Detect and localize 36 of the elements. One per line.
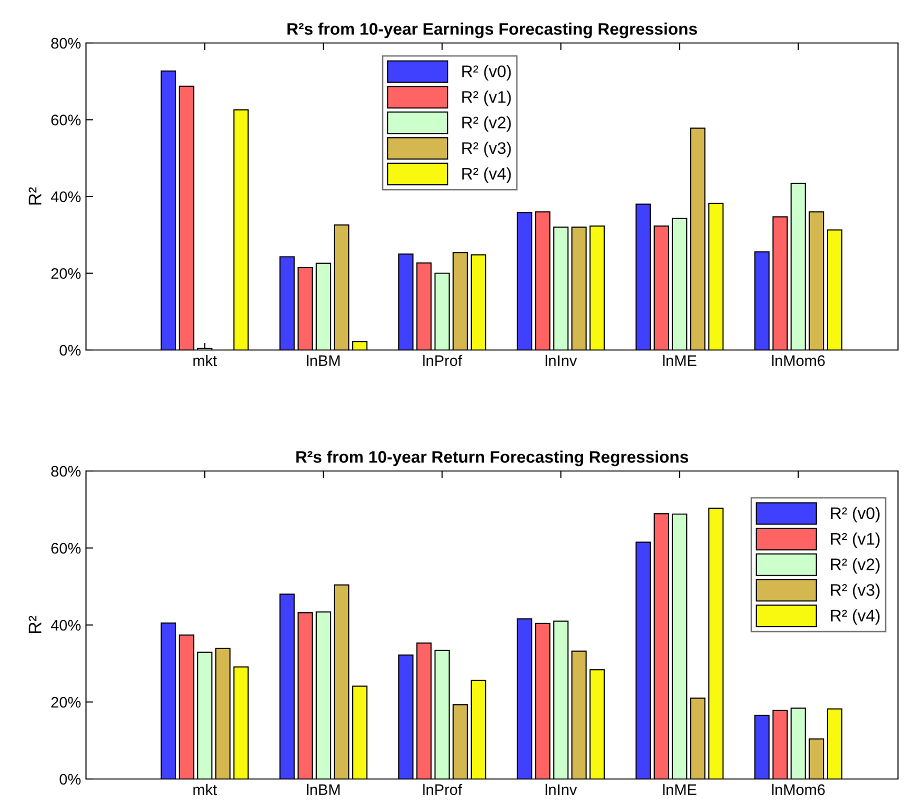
chart-title: R²s from 10-year Return Forecasting Regressions (296, 450, 688, 466)
x-tick-label: lnBM (307, 354, 340, 366)
legend-label: R² (v2) (462, 116, 511, 132)
x-tick-label: lnMom6 (772, 354, 825, 366)
y-tick-label: 40% (50, 191, 81, 202)
chart-title: R²s from 10-year Earnings Forecasting Regressions (288, 22, 697, 38)
x-tick-label: lnME (663, 354, 696, 366)
y-tick-label: 20% (51, 268, 81, 279)
x-tick-label: lnME (663, 784, 696, 795)
y-tick-label: 80% (51, 466, 81, 477)
y-tick-label: 0% (60, 344, 81, 356)
y-axis-title: R² (28, 187, 42, 205)
x-tick-label: lnProf (423, 354, 462, 366)
x-tick-label: lnProf (423, 784, 462, 796)
legend-label: R² (v0) (462, 65, 511, 81)
legend-label: R² (v0) (831, 506, 880, 522)
y-tick-label: 60% (51, 542, 81, 554)
x-tick-label: lnInv (546, 784, 577, 795)
legend-label: R² (v3) (831, 584, 880, 600)
legend-label: R² (v3) (462, 142, 511, 158)
legend-label: R² (v1) (831, 532, 880, 548)
x-tick-label: lnInv (546, 354, 577, 366)
y-tick-label: 20% (51, 696, 81, 708)
y-tick-label: 40% (50, 620, 81, 631)
y-tick-label: 80% (51, 38, 81, 49)
legend-label: R² (v4) (462, 167, 511, 183)
y-tick-label: 0% (60, 774, 81, 785)
x-tick-label: mkt (193, 354, 217, 366)
legend-label: R² (v1) (462, 90, 511, 106)
legend-label: R² (v2) (831, 558, 880, 574)
x-tick-label: mkt (193, 784, 217, 796)
x-tick-label: lnBM (307, 784, 340, 795)
legend-label: R² (v4) (831, 609, 880, 625)
y-axis-title: R² (28, 616, 42, 634)
x-tick-label: lnMom6 (772, 784, 825, 796)
y-tick-label: 60% (51, 114, 81, 126)
